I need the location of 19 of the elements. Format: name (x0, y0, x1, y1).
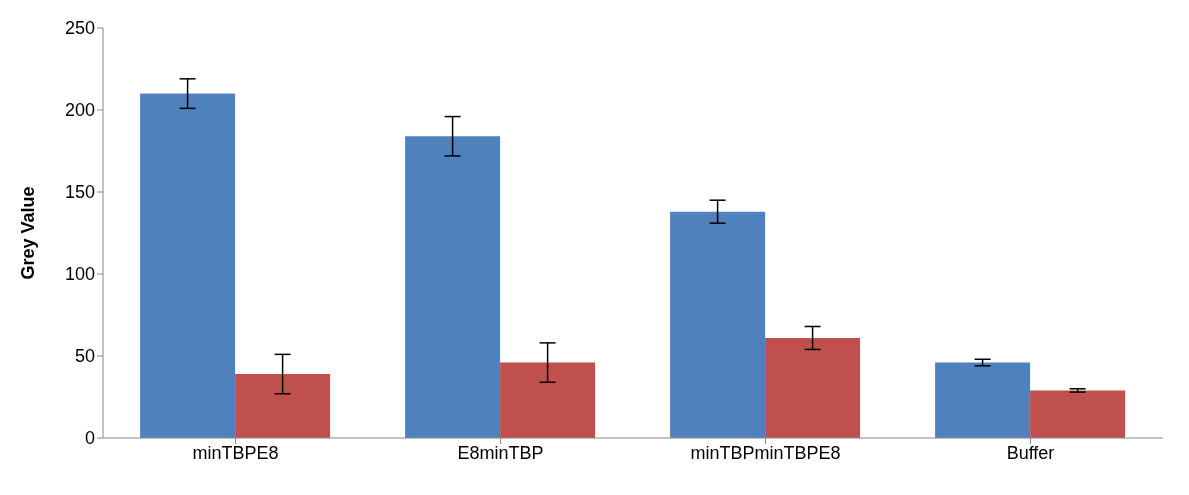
x-tick-label: E8minTBP (457, 442, 544, 463)
y-tick-label: 50 (74, 346, 95, 367)
y-tick-label: 200 (64, 100, 95, 121)
bar (500, 362, 596, 438)
y-tick-label: 100 (64, 264, 95, 285)
x-tick-label: minTBPminTBPE8 (690, 442, 841, 463)
bar (235, 374, 331, 438)
bar (405, 136, 501, 438)
bar (1030, 390, 1126, 438)
y-tick-label: 150 (64, 182, 95, 203)
bar (935, 362, 1031, 438)
y-tick-label: 0 (84, 428, 95, 449)
y-tick-label: 250 (64, 18, 95, 39)
x-tick-label: Buffer (1006, 442, 1055, 463)
bar (765, 337, 861, 438)
bar (670, 211, 766, 438)
y-axis-title: Grey Value (18, 186, 39, 280)
x-tick-label: minTBPE8 (192, 442, 279, 463)
bar (140, 93, 236, 438)
